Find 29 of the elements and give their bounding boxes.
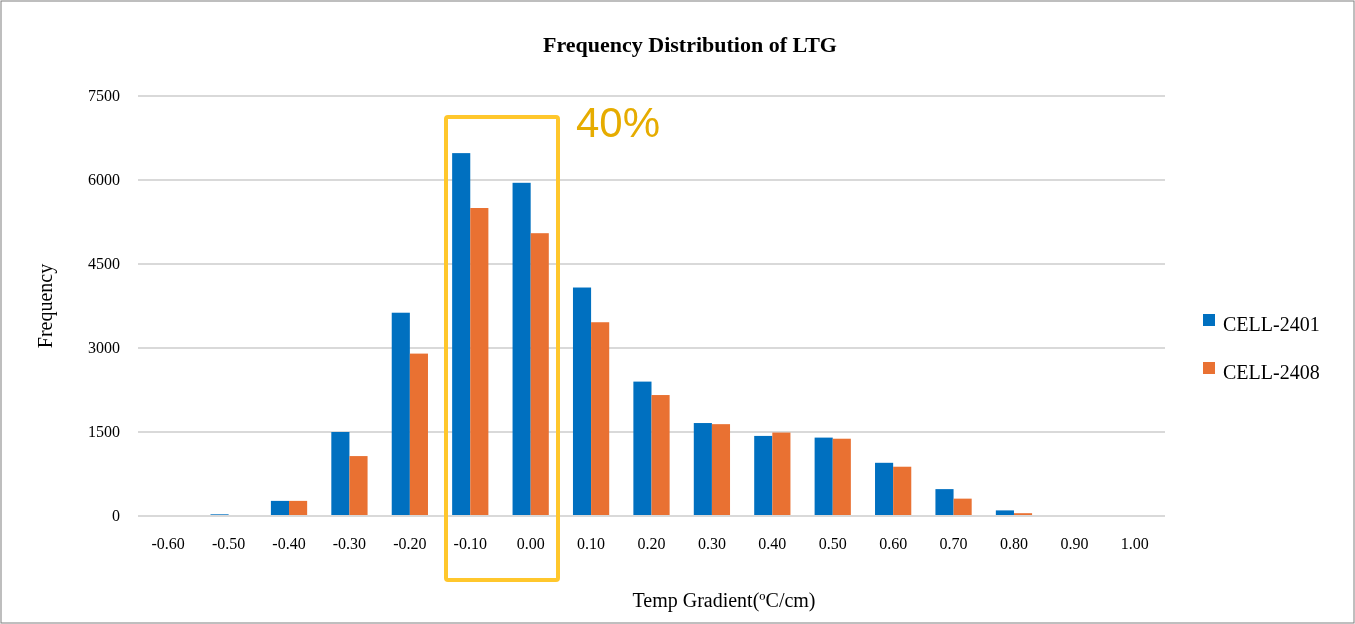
x-tick-label: 0.70 — [939, 535, 968, 552]
legend-label: CELL-2408 — [1223, 360, 1320, 383]
x-tick-label: -0.60 — [151, 535, 185, 552]
y-axis-title: Frequency — [34, 263, 57, 349]
x-tick-label: -0.20 — [393, 535, 427, 552]
x-tick-label: 0.30 — [697, 535, 726, 552]
x-tick-label: 0.00 — [516, 535, 545, 552]
chart-title: Frequency Distribution of LTG — [543, 32, 837, 57]
annotation: 40% — [576, 99, 661, 146]
y-tick-label: 4500 — [88, 255, 120, 272]
y-tick-label: 6000 — [88, 171, 120, 188]
x-tick-label: 0.80 — [999, 535, 1028, 552]
x-tick-label: -0.40 — [272, 535, 306, 552]
x-tick-label: 0.50 — [818, 535, 847, 552]
x-tick-label: 0.90 — [1060, 535, 1089, 552]
x-tick-label: -0.10 — [453, 535, 487, 552]
x-tick-label: 0.10 — [577, 535, 606, 552]
y-tick-label: 3000 — [88, 339, 120, 356]
y-tick-label: 1500 — [88, 423, 120, 440]
x-axis-title: Temp Gradient(ºC/cm) — [632, 589, 816, 612]
x-tick-label: 0.20 — [637, 535, 666, 552]
legend-label: CELL-2401 — [1223, 312, 1320, 335]
x-tick-label: 0.60 — [879, 535, 908, 552]
x-tick-label: 0.40 — [758, 535, 787, 552]
y-tick-label: 7500 — [88, 87, 120, 104]
y-tick-label: 0 — [112, 507, 120, 524]
x-tick-label: -0.30 — [332, 535, 367, 552]
x-tick-label: -0.50 — [211, 535, 246, 552]
x-tick-label: 1.00 — [1120, 535, 1149, 552]
